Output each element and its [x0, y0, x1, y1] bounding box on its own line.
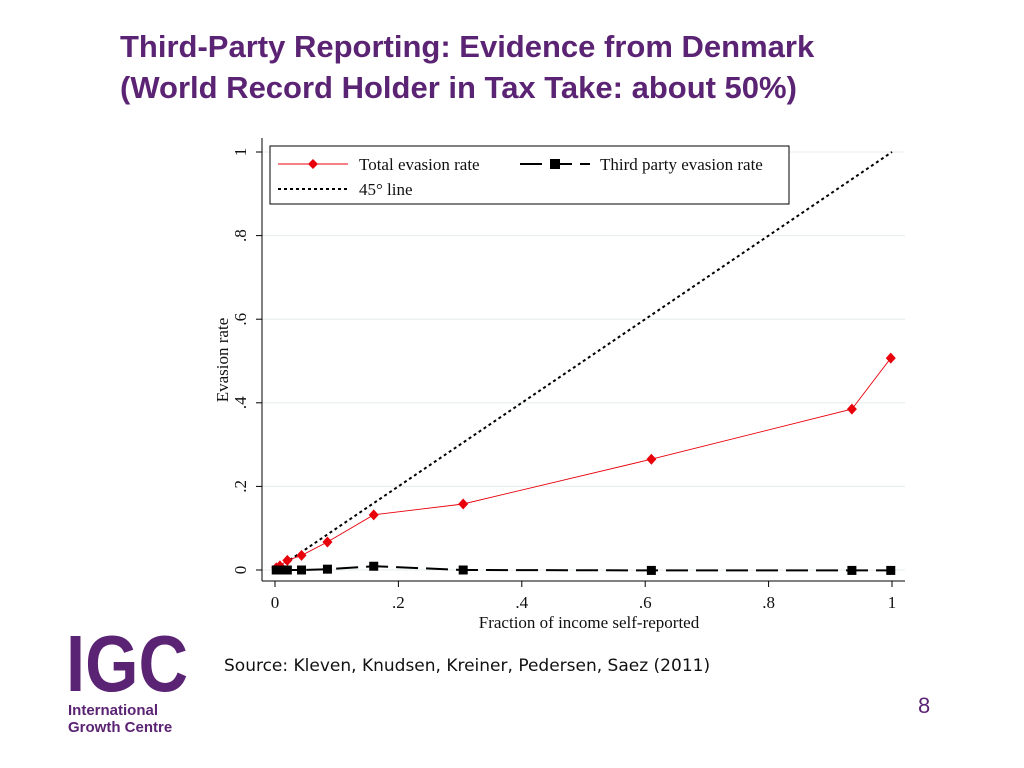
- y-tick-label: .6: [231, 313, 250, 326]
- data-point-square: [297, 565, 307, 575]
- data-point-diamond: [885, 352, 896, 364]
- legend-swatch-third-party-marker: [550, 159, 560, 169]
- series-line: [274, 151, 893, 571]
- x-tick-label: .2: [392, 593, 405, 612]
- data-point-diamond: [368, 509, 379, 521]
- slide-title-line-2: (World Record Holder in Tax Take: about …: [120, 70, 797, 105]
- data-point-square: [886, 565, 896, 575]
- page-number: 8: [918, 693, 931, 718]
- x-axis-label: Fraction of income self-reported: [479, 613, 700, 632]
- data-point-square: [282, 565, 292, 575]
- source-citation: Source: Kleven, Knudsen, Kreiner, Peders…: [224, 656, 711, 676]
- data-point-square: [458, 565, 468, 575]
- chart-ticks: 0 .2 .4 .6 .8 1 0 .2 .4 .6 .8 1: [231, 148, 896, 612]
- x-tick-label: .4: [515, 593, 528, 612]
- chart-legend: Total evasion rate Third party evasion r…: [269, 145, 790, 205]
- data-point-square: [322, 564, 332, 574]
- y-tick-label: .4: [231, 396, 250, 409]
- data-point-diamond: [296, 549, 307, 561]
- chart-series: [271, 151, 896, 575]
- igc-logo-icon: IGC: [66, 630, 188, 694]
- data-point-square: [847, 565, 857, 575]
- igc-logo-name-line-2: Growth Centre: [68, 719, 173, 736]
- data-point-diamond: [282, 554, 293, 566]
- data-point-diamond: [846, 403, 857, 415]
- chart-axes: [261, 138, 905, 582]
- y-tick-label: 1: [231, 148, 250, 157]
- legend-box: [269, 145, 790, 205]
- legend-label-45-degree: 45° line: [359, 180, 413, 199]
- series-line: [275, 357, 892, 569]
- data-point-diamond: [646, 453, 657, 465]
- igc-logo-wordmark: IGC: [66, 630, 188, 694]
- y-axis-label: Evasion rate: [213, 318, 232, 403]
- y-tick-label: .8: [231, 229, 250, 242]
- slide-title-line-1: Third-Party Reporting: Evidence from Den…: [120, 29, 815, 64]
- data-point-diamond: [458, 498, 469, 510]
- x-tick-label: 0: [271, 593, 280, 612]
- x-tick-label: .8: [762, 593, 775, 612]
- data-point-square: [369, 561, 379, 571]
- slide-title: Third-Party Reporting: Evidence from Den…: [120, 26, 980, 108]
- legend-label-third-party: Third party evasion rate: [600, 155, 763, 174]
- data-point-diamond: [322, 536, 333, 548]
- data-point-square: [646, 565, 656, 575]
- legend-swatch-total-evasion-marker: [308, 159, 318, 169]
- x-tick-label: 1: [888, 593, 897, 612]
- legend-label-total-evasion: Total evasion rate: [359, 155, 480, 174]
- igc-logo-name: International Growth Centre: [68, 702, 172, 736]
- x-tick-label: .6: [639, 593, 652, 612]
- data-point-square: [275, 565, 285, 575]
- igc-logo-name-line-1: International: [68, 702, 159, 719]
- y-tick-label: .2: [231, 480, 250, 493]
- y-tick-label: 0: [231, 566, 250, 575]
